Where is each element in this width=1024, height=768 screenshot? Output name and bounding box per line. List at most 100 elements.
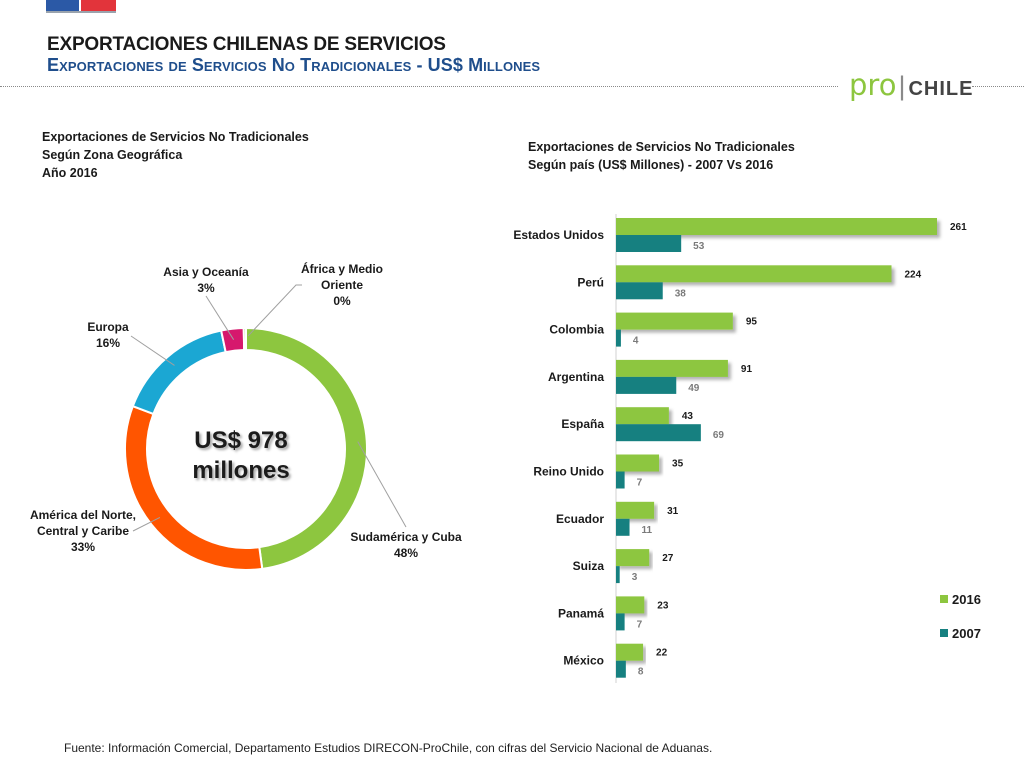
donut-label-line: Asia y Oceanía [163,265,249,279]
bar-category-label: Argentina [548,370,604,384]
donut-chart: Sudamérica y Cuba 48% América del Norte, Ce… [30,261,462,571]
bar-value-label-2016: 91 [741,364,753,375]
bar-2016 [616,549,650,567]
bar-2007 [616,471,625,489]
donut-percent-label: 48% [394,546,418,560]
bar-chart: Estados Unidos26153Perú22438Colombia954A… [513,214,981,683]
bar-value-label-2016: 22 [656,648,668,659]
donut-percent-label: 3% [197,281,215,295]
bar-2007 [616,660,626,678]
bar-2016 [616,359,728,377]
donut-percent-label: 16% [96,336,120,350]
chile-flag-strip [46,0,116,13]
donut-chart-title: Exportaciones de Servicios No Tradiciona… [42,128,309,182]
bar-category-label: Colombia [549,323,604,337]
donut-title-line: Según Zona Geográfica [42,148,183,162]
source-footnote: Fuente: Información Comercial, Departame… [64,741,713,755]
donut-leader-line [247,284,302,337]
bar-2007 [616,566,620,584]
bar-category-label: Reino Unido [533,465,604,479]
bar-value-label-2007: 7 [637,478,643,489]
bar-category-label: Panamá [558,606,604,620]
flag-blue-block [46,0,79,11]
donut-leader-line [130,335,175,366]
dotted-divider-right [972,86,1024,87]
legend-swatch [940,629,948,637]
bar-2007 [616,613,625,631]
donut-label-line: América del Norte, [30,508,136,522]
bar-2007 [616,235,682,252]
bar-value-label-2007: 8 [638,667,644,678]
dotted-divider-left [0,86,838,87]
bar-title-line: Según país (US$ Millones) - 2007 Vs 2016 [528,158,774,172]
bar-category-label: Suiza [573,559,605,573]
logo-chile: CHILE [908,78,974,100]
bar-value-label-2016: 95 [746,317,758,328]
page-subtitle: Exportaciones de Servicios No Tradiciona… [47,55,541,75]
bar-title-line: Exportaciones de Servicios No Tradiciona… [528,140,795,154]
page-title: EXPORTACIONES CHILENAS DE SERVICIOS [47,34,446,55]
bar-value-label-2007: 53 [693,241,705,252]
bar-2016 [616,265,892,283]
bar-2016 [616,454,660,472]
donut-label-line: África y Medio [301,261,383,276]
donut-label-line: Central y Caribe [37,524,129,538]
donut-label-line: Sudamérica y Cuba [350,530,462,544]
bar-2016 [616,407,669,425]
donut-leader-line [132,517,161,532]
bar-value-label-2007: 49 [688,383,700,394]
bar-value-label-2016: 43 [682,411,694,422]
donut-label-line: Oriente [321,278,363,292]
bar-value-label-2016: 224 [904,269,921,280]
donut-slice-label: Asia y Oceanía 3% [163,265,249,295]
bar-value-label-2007: 69 [713,430,725,441]
bar-value-label-2016: 35 [672,459,684,470]
legend-swatch [940,595,948,603]
donut-center-label: millones [192,457,289,484]
donut-slice-label: África y Medio Oriente 0% [301,261,383,308]
bar-2007 [616,282,663,300]
legend-label: 2007 [952,626,981,641]
donut-label-line: Europa [87,320,129,334]
bar-value-label-2007: 11 [642,525,653,536]
bar-value-label-2016: 23 [657,600,669,611]
bar-2007 [616,376,677,394]
bar-value-label-2016: 27 [662,553,674,564]
bar-2016 [616,501,655,519]
bar-2007 [616,518,630,536]
bar-category-label: España [561,417,604,431]
donut-percent-label: 33% [71,540,95,554]
bar-chart-title: Exportaciones de Servicios No Tradiciona… [528,138,795,174]
logo-separator: | [898,71,906,101]
donut-slice-label: América del Norte, Central y Caribe 33% [30,508,136,554]
bar-2007 [616,424,701,442]
donut-leader-line [357,441,407,528]
flag-underline [46,11,116,13]
donut-slice-label: Europa 16% [87,320,129,350]
donut-title-line: Año 2016 [42,166,98,180]
donut-slice-label: Sudamérica y Cuba 48% [350,530,462,560]
bar-2016 [616,643,644,661]
donut-title-line: Exportaciones de Servicios No Tradiciona… [42,130,309,144]
bar-2016 [616,218,937,235]
bar-2016 [616,596,645,614]
bar-value-label-2007: 7 [637,619,643,630]
donut-percent-label: 0% [333,294,351,308]
bar-2007 [616,329,621,347]
bar-value-label-2016: 261 [950,222,967,233]
legend-label: 2016 [952,592,981,607]
bar-value-label-2007: 38 [675,288,687,299]
donut-slice [242,326,247,352]
bar-category-label: Ecuador [556,512,604,526]
bar-value-label-2016: 31 [667,506,679,517]
bar-2016 [616,312,733,330]
bar-category-label: Perú [577,275,604,289]
prochile-logo: pro| CHILE [849,68,973,102]
flag-red-block [81,0,116,11]
bar-category-label: Estados Unidos [513,228,604,242]
logo-pro: pro [849,68,897,102]
bar-value-label-2007: 4 [633,336,639,347]
donut-leader-line [205,295,235,340]
bar-value-label-2007: 3 [632,572,638,583]
donut-center-label: US$ 978 [194,427,287,454]
